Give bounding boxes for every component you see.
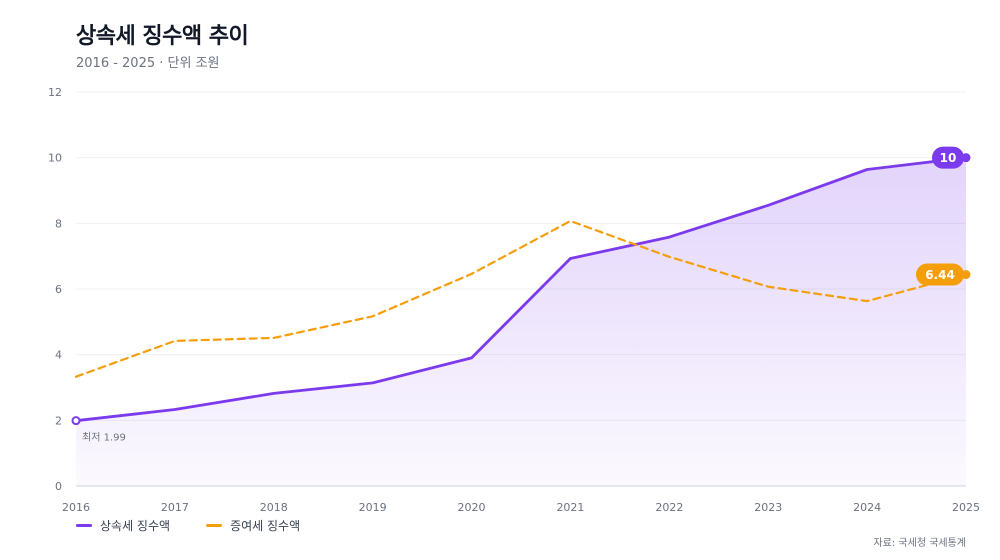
x-tick-label: 2020: [458, 501, 486, 514]
end-badge-bg: [916, 263, 964, 286]
x-tick-label: 2023: [754, 501, 782, 514]
series-line-gift: [74, 219, 968, 378]
chart-subtitle: 2016 - 2025 · 단위 조원: [76, 56, 220, 71]
x-tick-label: 2025: [952, 501, 980, 514]
end-badge-label: 10: [940, 151, 957, 165]
y-tick-label: 8: [55, 217, 62, 230]
axis-ticks: 0 2 4 6 8 10 12 2016 2017 2018 2019 2020 2021 2022 202…: [48, 86, 980, 514]
end-badge-inheritance: 10: [932, 146, 971, 169]
y-tick-label: 4: [55, 349, 62, 362]
y-tick-label: 10: [48, 152, 62, 165]
x-tick-label: 2016: [62, 501, 90, 514]
x-tick-label: 2017: [161, 501, 189, 514]
chart-title: 상속세 징수액 추이: [76, 24, 249, 49]
end-badge-label: 6.44: [925, 268, 955, 282]
series-area-fill: [76, 157, 966, 486]
x-tick-label: 2024: [853, 501, 881, 514]
min-point-marker: [71, 416, 81, 426]
legend-item-gift[interactable]: 증여세 징수액: [206, 517, 300, 534]
y-tick-label: 12: [48, 86, 62, 99]
y-tick-label: 6: [55, 283, 62, 296]
y-tick-label: 2: [55, 414, 62, 427]
series-line-inheritance: [74, 156, 968, 423]
x-tick-label: 2022: [655, 501, 683, 514]
x-tick-label: 2019: [359, 501, 387, 514]
series-lines: [74, 156, 968, 423]
min-point-label: 최저 1.99: [82, 432, 126, 444]
end-badge-gift: 6.44: [916, 263, 971, 286]
legend-swatch-inheritance: [76, 524, 92, 527]
legend-swatch-gift: [206, 524, 223, 527]
legend-label-inheritance: 상속세 징수액: [100, 519, 171, 533]
area-fill-layer: [76, 157, 966, 486]
legend-item-inheritance[interactable]: 상속세 징수액: [76, 517, 170, 534]
markers: 최저 1.99 10 6.44: [71, 146, 971, 444]
x-tick-label: 2018: [260, 501, 288, 514]
legend: 상속세 징수액 증여세 징수액: [76, 517, 300, 534]
x-tick-label: 2021: [556, 501, 584, 514]
source-note: 자료: 국세청 국세통계: [873, 538, 966, 549]
y-tick-label: 0: [55, 480, 62, 493]
end-badge-bg: [932, 146, 964, 169]
legend-label-gift: 증여세 징수액: [230, 519, 301, 533]
